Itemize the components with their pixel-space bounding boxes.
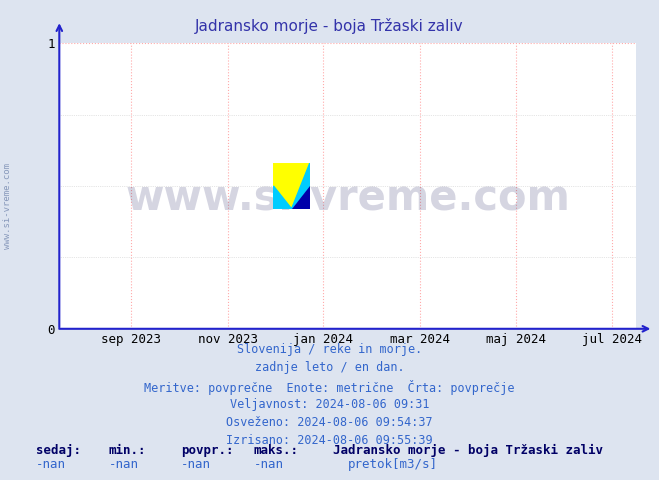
Text: povpr.:: povpr.: [181, 444, 234, 457]
Text: pretok[m3/s]: pretok[m3/s] [348, 457, 438, 471]
Polygon shape [273, 163, 310, 209]
Text: -nan: -nan [109, 457, 139, 471]
Text: maks.:: maks.: [254, 444, 299, 457]
Text: Jadransko morje - boja Tržaski zaliv: Jadransko morje - boja Tržaski zaliv [333, 444, 603, 457]
Text: www.si-vreme.com: www.si-vreme.com [125, 177, 570, 218]
Text: min.:: min.: [109, 444, 146, 457]
Polygon shape [273, 163, 310, 209]
Polygon shape [291, 186, 310, 209]
Text: Veljavnost: 2024-08-06 09:31: Veljavnost: 2024-08-06 09:31 [230, 398, 429, 411]
Text: sedaj:: sedaj: [36, 444, 81, 457]
Text: Osveženo: 2024-08-06 09:54:37: Osveženo: 2024-08-06 09:54:37 [226, 416, 433, 429]
Text: Meritve: povprečne  Enote: metrične  Črta: povprečje: Meritve: povprečne Enote: metrične Črta:… [144, 380, 515, 395]
Text: www.si-vreme.com: www.si-vreme.com [3, 163, 13, 250]
Text: Izrisano: 2024-08-06 09:55:39: Izrisano: 2024-08-06 09:55:39 [226, 434, 433, 447]
Text: zadnje leto / en dan.: zadnje leto / en dan. [254, 361, 405, 374]
Text: -nan: -nan [254, 457, 284, 471]
Text: Jadransko morje - boja Tržaski zaliv: Jadransko morje - boja Tržaski zaliv [195, 18, 464, 35]
Text: -nan: -nan [181, 457, 212, 471]
Text: Slovenija / reke in morje.: Slovenija / reke in morje. [237, 343, 422, 356]
Text: -nan: -nan [36, 457, 67, 471]
